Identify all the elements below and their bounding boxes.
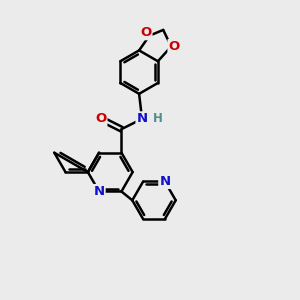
Text: H: H [152,112,162,125]
Text: O: O [140,26,152,39]
Text: N: N [94,185,105,198]
Text: N: N [136,112,148,125]
Text: O: O [95,112,106,125]
Text: O: O [169,40,180,53]
Text: N: N [159,175,170,188]
